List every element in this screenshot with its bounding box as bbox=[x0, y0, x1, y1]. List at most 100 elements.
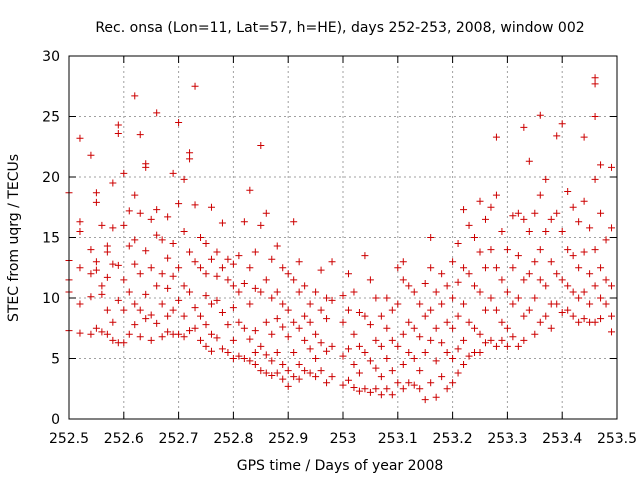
data-point bbox=[460, 300, 468, 308]
data-point bbox=[218, 345, 226, 353]
data-point bbox=[460, 361, 468, 369]
data-point bbox=[317, 339, 325, 347]
data-point bbox=[207, 255, 215, 263]
data-point bbox=[131, 236, 139, 244]
data-point bbox=[164, 213, 172, 221]
data-point bbox=[76, 218, 84, 226]
data-point bbox=[153, 109, 161, 117]
data-point bbox=[564, 282, 572, 290]
data-point bbox=[103, 330, 111, 338]
data-point bbox=[202, 321, 210, 329]
data-point bbox=[229, 304, 237, 312]
data-point bbox=[180, 227, 188, 235]
data-point bbox=[125, 207, 133, 215]
data-point bbox=[229, 355, 237, 362]
data-point bbox=[383, 355, 391, 362]
data-point bbox=[103, 273, 111, 281]
data-point bbox=[476, 197, 484, 205]
data-point bbox=[323, 294, 331, 302]
data-point bbox=[262, 369, 270, 377]
data-point bbox=[323, 347, 331, 355]
x-tick-label: 253.5 bbox=[597, 431, 637, 447]
data-point bbox=[410, 355, 418, 362]
data-point bbox=[427, 264, 435, 272]
data-point bbox=[312, 330, 320, 338]
data-point bbox=[92, 258, 100, 266]
data-point bbox=[394, 300, 402, 308]
data-point bbox=[608, 312, 616, 320]
y-tick-labels: 0 5 10 15 20 25 30 bbox=[42, 49, 60, 428]
data-point bbox=[553, 270, 561, 278]
data-point bbox=[608, 328, 616, 336]
data-point bbox=[207, 330, 215, 338]
data-point bbox=[498, 336, 506, 344]
data-point bbox=[186, 327, 194, 335]
data-point bbox=[520, 312, 528, 320]
data-point bbox=[575, 264, 583, 272]
data-point bbox=[580, 133, 588, 141]
data-point bbox=[257, 142, 265, 150]
data-point bbox=[443, 282, 451, 290]
data-point bbox=[586, 300, 594, 308]
data-point bbox=[279, 361, 287, 369]
data-point bbox=[218, 309, 226, 317]
data-point bbox=[481, 339, 489, 347]
data-point bbox=[536, 191, 544, 199]
data-point bbox=[355, 387, 363, 395]
x-tick-label: 252.9 bbox=[268, 431, 308, 447]
data-point bbox=[542, 227, 550, 235]
data-point bbox=[290, 276, 298, 284]
data-point bbox=[251, 361, 259, 369]
data-point bbox=[191, 304, 199, 312]
data-point bbox=[487, 294, 495, 302]
data-point bbox=[301, 282, 309, 290]
data-point bbox=[558, 227, 566, 235]
data-point bbox=[131, 260, 139, 268]
data-point bbox=[290, 218, 298, 226]
data-point bbox=[317, 266, 325, 274]
data-point bbox=[125, 288, 133, 296]
data-point bbox=[164, 312, 172, 320]
data-point bbox=[136, 333, 144, 341]
data-point bbox=[279, 264, 287, 272]
data-point bbox=[575, 218, 583, 226]
data-point bbox=[454, 312, 462, 320]
data-point bbox=[586, 224, 594, 232]
data-point bbox=[399, 385, 407, 393]
data-point bbox=[597, 264, 605, 272]
data-point bbox=[306, 345, 314, 353]
data-point bbox=[350, 330, 358, 338]
data-point bbox=[268, 371, 276, 379]
data-points bbox=[65, 74, 616, 404]
data-point bbox=[410, 381, 418, 389]
data-point bbox=[131, 92, 139, 100]
data-point bbox=[372, 385, 380, 393]
data-point bbox=[487, 203, 495, 211]
data-point bbox=[591, 318, 599, 326]
data-point bbox=[536, 318, 544, 326]
y-tick-label: 0 bbox=[51, 412, 60, 428]
data-point bbox=[312, 373, 320, 381]
data-point bbox=[279, 375, 287, 383]
data-point bbox=[207, 347, 215, 355]
data-point bbox=[213, 296, 221, 304]
data-point bbox=[608, 282, 616, 290]
data-point bbox=[597, 209, 605, 217]
data-point bbox=[514, 342, 522, 350]
data-point bbox=[520, 215, 528, 223]
data-point bbox=[344, 306, 352, 314]
data-point bbox=[180, 333, 188, 341]
data-point bbox=[421, 279, 429, 287]
data-point bbox=[257, 288, 265, 296]
data-point bbox=[295, 361, 303, 369]
data-point bbox=[240, 324, 248, 332]
data-point bbox=[388, 306, 396, 314]
data-point bbox=[536, 246, 544, 254]
data-point bbox=[268, 330, 276, 338]
data-point bbox=[377, 312, 385, 320]
y-tick-label: 30 bbox=[42, 49, 60, 65]
data-point bbox=[186, 155, 194, 163]
data-point bbox=[251, 348, 259, 356]
data-point bbox=[136, 209, 144, 217]
data-point bbox=[147, 215, 155, 223]
